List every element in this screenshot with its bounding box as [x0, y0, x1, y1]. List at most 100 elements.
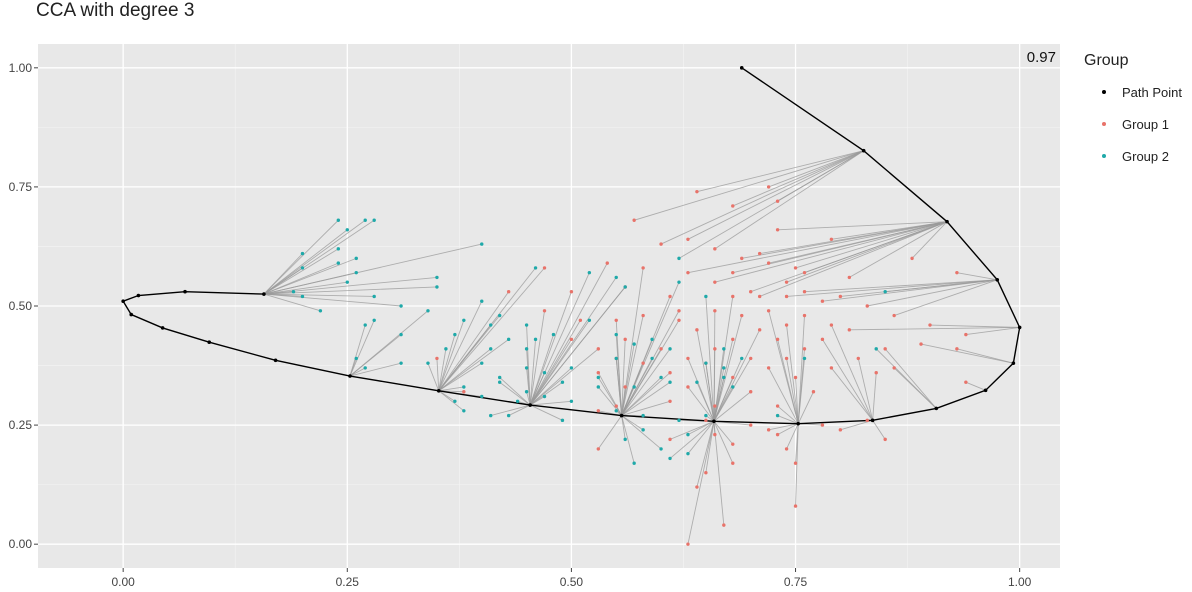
- connection-line: [529, 367, 572, 406]
- group2-point: [614, 332, 618, 337]
- group2-point: [802, 356, 807, 361]
- group1-point: [462, 390, 466, 394]
- group1-point: [856, 356, 860, 361]
- connection-line: [508, 404, 531, 416]
- connection-line: [713, 367, 725, 422]
- group1-point: [775, 404, 780, 408]
- group1-point: [802, 270, 807, 275]
- connection-line: [438, 267, 545, 392]
- group2-point: [336, 261, 341, 265]
- group1-point: [704, 418, 708, 423]
- x-tick-label: 1.00: [1008, 575, 1032, 589]
- y-tick-label: 0.25: [9, 418, 33, 432]
- group1-point: [749, 290, 753, 294]
- group1-point: [829, 366, 834, 370]
- group1-point: [820, 423, 825, 427]
- group2-point: [731, 385, 735, 389]
- path-point: [1011, 361, 1016, 365]
- group2-point: [587, 318, 592, 322]
- legend-label: Group 1: [1122, 116, 1169, 132]
- connection-line: [786, 221, 948, 283]
- group2-point: [489, 323, 493, 327]
- connection-line: [669, 420, 715, 459]
- connection-line: [349, 334, 402, 377]
- group1-point: [757, 328, 762, 332]
- group1-point: [910, 256, 914, 261]
- group1-point: [659, 347, 663, 351]
- group2-point: [722, 366, 726, 370]
- connection-line: [529, 320, 590, 406]
- path-point: [945, 219, 949, 224]
- connection-line: [713, 329, 761, 422]
- path-point: [129, 312, 134, 317]
- legend-swatch: [1102, 90, 1106, 94]
- group1-point: [928, 323, 932, 327]
- connection-line: [263, 229, 348, 295]
- group2-point: [551, 332, 556, 337]
- connection-line: [705, 421, 715, 473]
- group1-point: [784, 294, 789, 299]
- connection-line: [499, 381, 531, 406]
- group1-point: [614, 404, 618, 408]
- group1-point: [731, 442, 735, 446]
- group2-point: [704, 294, 708, 299]
- connection-line: [438, 324, 492, 392]
- group2-point: [426, 361, 430, 365]
- connection-line: [263, 248, 339, 295]
- connection-line: [427, 363, 440, 391]
- connection-line: [894, 279, 998, 316]
- group2-point: [515, 399, 520, 403]
- connection-line: [349, 324, 366, 377]
- connection-line: [777, 339, 799, 424]
- group2-point: [372, 294, 376, 299]
- group2-point: [462, 318, 466, 322]
- connection-line: [669, 420, 715, 440]
- group2-point: [336, 218, 341, 222]
- connection-line: [621, 386, 635, 416]
- group1-point: [775, 199, 780, 203]
- group2-point: [345, 228, 349, 232]
- connection-line: [621, 400, 671, 416]
- x-tick-label: 0.75: [784, 575, 808, 589]
- group1-point: [623, 385, 627, 389]
- y-tick-label: 1.00: [9, 61, 33, 75]
- group1-point: [784, 447, 789, 451]
- legend-title: Group: [1084, 52, 1129, 69]
- connection-line: [438, 334, 456, 391]
- group1-point: [614, 318, 618, 322]
- group1-point: [892, 313, 896, 318]
- group2-point: [596, 375, 601, 380]
- connection-line: [759, 221, 948, 297]
- group1-point: [784, 280, 789, 284]
- group1-point: [731, 337, 735, 342]
- group2-point: [524, 323, 529, 327]
- group1-point: [695, 328, 699, 332]
- connection-line: [795, 377, 799, 424]
- group1-point: [542, 309, 547, 313]
- group1-point: [713, 247, 717, 251]
- path-point: [528, 403, 532, 407]
- connection-line: [621, 339, 626, 416]
- connection-line: [263, 219, 366, 295]
- group2-point: [372, 318, 376, 322]
- connection-line: [438, 348, 492, 392]
- group1-point: [775, 337, 780, 342]
- legend-swatch: [1102, 154, 1106, 158]
- connection-line: [621, 348, 662, 416]
- group2-point: [453, 332, 457, 337]
- connection-line: [857, 358, 874, 421]
- group1-point: [811, 390, 816, 394]
- group1-point: [829, 237, 834, 242]
- major-gridlines: [38, 44, 1060, 568]
- correlation-annotation: 0.97: [1027, 49, 1056, 66]
- connection-line: [490, 404, 531, 416]
- group1-point: [659, 242, 663, 246]
- group1-point: [865, 418, 869, 423]
- connection-line: [529, 334, 554, 406]
- connection-line: [621, 358, 653, 416]
- group1-point: [740, 256, 744, 261]
- group1-point: [569, 290, 574, 294]
- group1-point: [641, 266, 645, 270]
- legend-item-group-2: Group 2: [1084, 140, 1182, 172]
